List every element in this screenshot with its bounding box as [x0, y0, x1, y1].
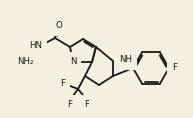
Text: O: O	[56, 21, 63, 30]
Text: N: N	[70, 57, 76, 67]
Text: F: F	[68, 100, 73, 109]
Text: F: F	[60, 80, 65, 88]
Text: NH₂: NH₂	[18, 57, 34, 66]
Text: NH: NH	[119, 55, 132, 65]
Text: F: F	[85, 100, 90, 109]
Text: F: F	[172, 63, 177, 72]
Text: HN: HN	[29, 40, 42, 49]
